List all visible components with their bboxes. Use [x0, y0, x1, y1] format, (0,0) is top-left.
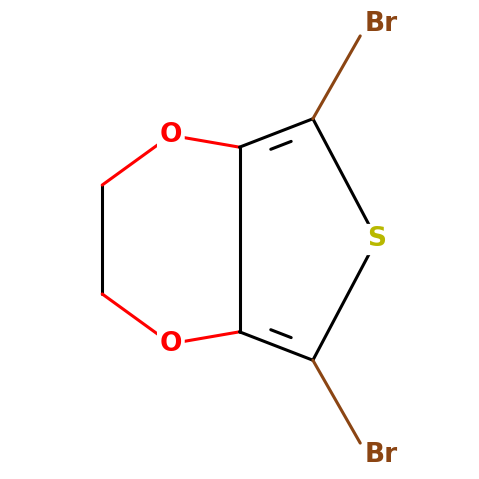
Text: Br: Br: [365, 442, 398, 468]
Text: O: O: [160, 331, 182, 357]
Text: Br: Br: [365, 11, 398, 37]
Text: S: S: [367, 227, 386, 252]
Text: O: O: [160, 122, 182, 148]
